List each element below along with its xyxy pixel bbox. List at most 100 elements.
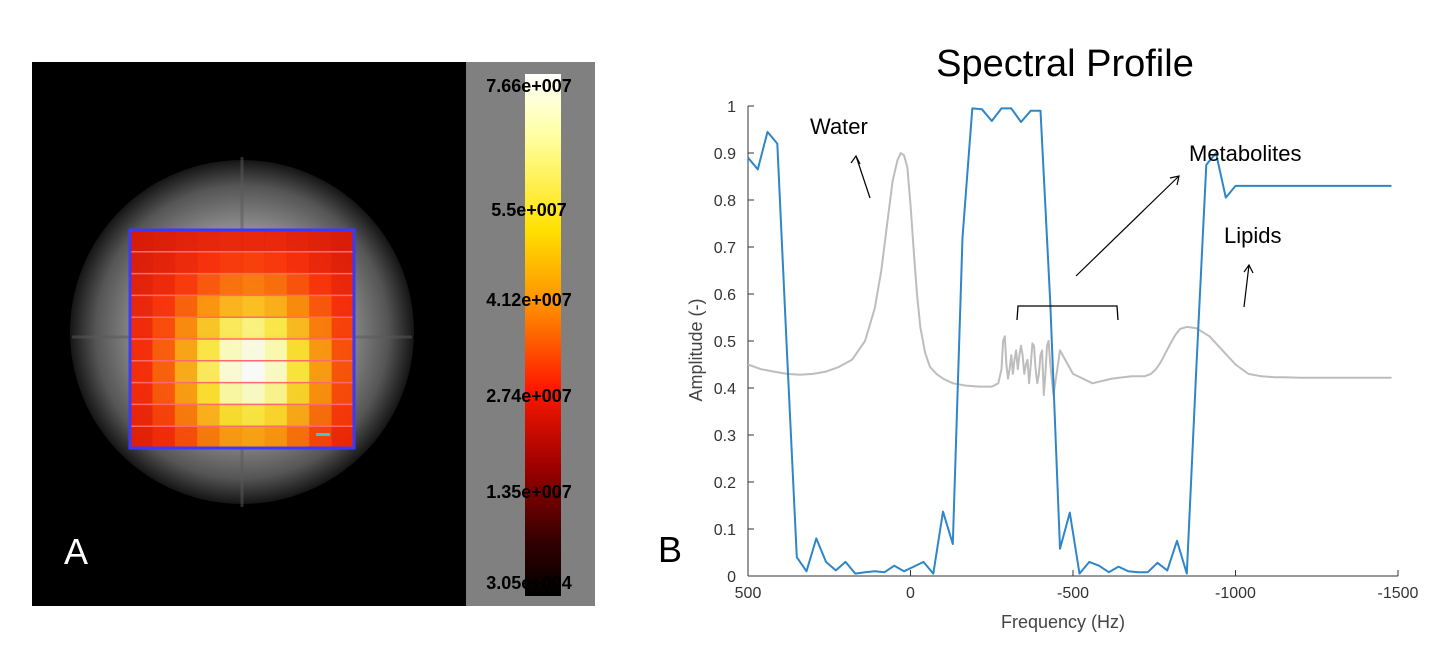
heat-cell	[331, 230, 355, 253]
y-axis-label: Amplitude (-)	[686, 298, 706, 401]
heat-cell	[174, 295, 198, 318]
heat-cell	[242, 230, 265, 253]
heat-cell	[286, 382, 310, 405]
water-arrow	[855, 155, 871, 199]
colorbar-tick-label: 4.12e+007	[486, 290, 572, 310]
annotation-lipids: Lipids	[1224, 223, 1281, 248]
heat-cell	[130, 426, 153, 449]
heat-cell	[286, 317, 310, 340]
colorbar-tick-label: 7.66e+007	[486, 76, 572, 96]
heat-cell	[264, 317, 288, 340]
heat-cell	[197, 295, 221, 318]
colorbar-tick-label: 3.05e+004	[486, 573, 572, 593]
x-axis-label: Frequency (Hz)	[1001, 612, 1125, 632]
heat-cell	[130, 273, 153, 296]
heat-cell	[174, 251, 198, 275]
heat-cell	[309, 295, 333, 318]
heat-cell	[264, 295, 288, 318]
heat-cell	[286, 230, 310, 253]
lipids-arrow-head	[1243, 263, 1254, 274]
heat-cell	[264, 230, 288, 253]
heat-cell	[286, 426, 310, 449]
heat-cell	[197, 339, 221, 362]
heat-cell	[264, 404, 288, 427]
heat-cell	[219, 339, 243, 362]
heat-cell	[130, 251, 153, 275]
heat-cell	[331, 360, 355, 384]
heat-cell	[130, 360, 153, 384]
cursor-marker	[316, 433, 330, 436]
heat-cell	[219, 251, 243, 275]
heatmap-figure: A 7.66e+007 5.5e+007 4.12e+007 2.74e+007 1.3…	[32, 62, 595, 606]
heat-cell	[174, 273, 198, 296]
water-arrow-head	[850, 154, 861, 165]
heat-cell	[197, 404, 221, 427]
heat-cell	[309, 230, 333, 253]
annotation-metabolites: Metabolites	[1189, 141, 1302, 166]
heat-cell	[219, 426, 243, 449]
heat-cell	[309, 426, 333, 449]
heat-cell	[197, 230, 221, 253]
x-tick-label: 500	[735, 585, 762, 602]
heat-cell	[242, 426, 265, 449]
y-tick-label: 1	[727, 99, 736, 116]
heat-cell	[242, 317, 265, 340]
heat-cell	[130, 382, 153, 405]
heat-cell	[219, 360, 243, 384]
metabolites-bracket	[1016, 305, 1119, 321]
heat-cell	[152, 295, 176, 318]
heat-cell	[219, 273, 243, 296]
heat-cell	[197, 251, 221, 275]
y-tick-label: 0.5	[714, 334, 736, 351]
x-tick-label: -1500	[1378, 585, 1419, 602]
heat-cell	[174, 317, 198, 340]
heat-cell	[309, 360, 333, 384]
heat-cell	[152, 360, 176, 384]
x-tick-label: 0	[906, 585, 915, 602]
y-tick-label: 0.1	[714, 522, 736, 539]
heat-cell	[309, 273, 333, 296]
heat-cell	[152, 273, 176, 296]
heat-cell	[174, 404, 198, 427]
heat-cell	[219, 230, 243, 253]
heat-cell	[197, 360, 221, 384]
heat-cell	[242, 251, 265, 275]
y-tick-label: 0.9	[714, 146, 736, 163]
heat-cell	[286, 360, 310, 384]
y-tick-label: 0.7	[714, 240, 736, 257]
heat-cell	[174, 426, 198, 449]
annotation-water: Water	[810, 114, 868, 139]
heat-cell	[264, 426, 288, 449]
heat-cell	[331, 426, 355, 449]
heat-cell	[264, 382, 288, 405]
heat-cell	[242, 273, 265, 296]
x-tick-label: -500	[1057, 585, 1089, 602]
heat-cell	[130, 230, 153, 253]
heat-cell	[152, 426, 176, 449]
heat-cell	[197, 382, 221, 405]
heat-cell	[264, 273, 288, 296]
heat-cell	[264, 251, 288, 275]
heat-cell	[219, 295, 243, 318]
y-tick-label: 0.8	[714, 193, 736, 210]
heat-cell	[242, 295, 265, 318]
heatmap-panel: A 7.66e+007 5.5e+007 4.12e+007 2.74e+007 1.3…	[32, 62, 595, 606]
heat-cell	[130, 317, 153, 340]
heat-cell	[331, 404, 355, 427]
voxel-grid-lines	[130, 251, 354, 427]
panel-label-a: A	[64, 531, 88, 572]
heat-cell	[309, 404, 333, 427]
heat-cell	[174, 339, 198, 362]
heat-cell	[286, 273, 310, 296]
heat-cell	[242, 382, 265, 405]
heat-cell	[152, 382, 176, 405]
series-line	[747, 152, 1392, 396]
metabolites-arrow-head	[1169, 175, 1180, 186]
heat-cell	[219, 382, 243, 405]
colorbar-tick-label: 5.5e+007	[491, 200, 567, 220]
colorbar-tick-label: 1.35e+007	[486, 482, 572, 502]
heat-cell	[331, 251, 355, 275]
heat-cell	[331, 382, 355, 405]
heat-cell	[152, 230, 176, 253]
y-axis-ticks: 0 0.1 0.2 0.3 0.4 0.5 0.6 0.7 0.8 0.9 1	[714, 99, 754, 586]
